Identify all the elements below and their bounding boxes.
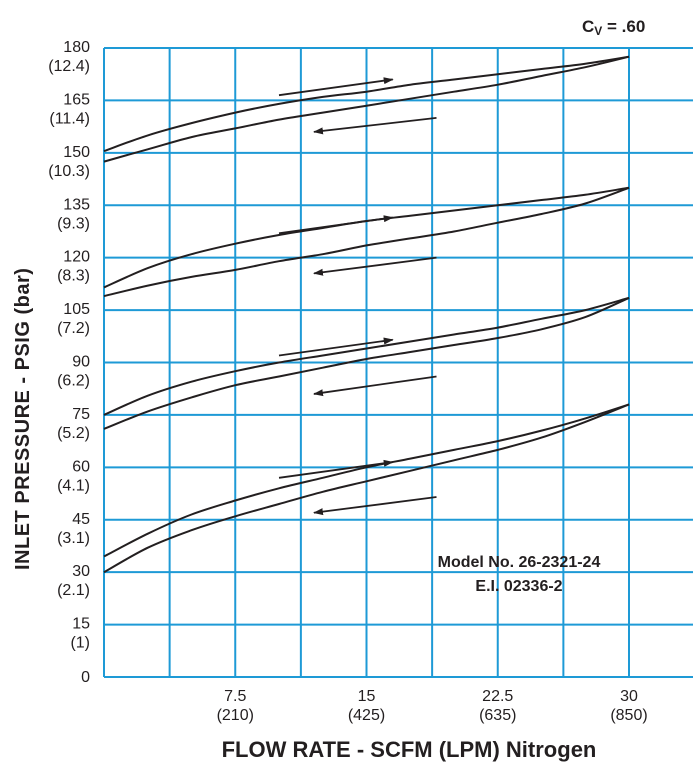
pressure-curve-6 bbox=[103, 186, 630, 298]
x-tick-label: 30 bbox=[620, 688, 638, 705]
y-axis-ticks: 0 15 (1) 30 (2.1) 45 (3.1) 60 (4.1) 75 (5.2) 90 (6.2… bbox=[48, 39, 90, 686]
y-tick-sublabel: (9.3) bbox=[57, 215, 90, 232]
grid bbox=[103, 47, 693, 678]
y-tick-sublabel: (7.2) bbox=[57, 320, 90, 337]
y-tick-label: 165 bbox=[63, 91, 90, 108]
y-axis-title: INLET PRESSURE - PSIG (bar) bbox=[12, 268, 34, 570]
ei-number: E.I. 02336-2 bbox=[475, 578, 562, 595]
y-tick-label: 15 bbox=[72, 616, 90, 633]
y-tick-sublabel: (8.3) bbox=[57, 268, 90, 285]
x-tick-label: 15 bbox=[358, 688, 376, 705]
arrow-increasing bbox=[278, 337, 394, 357]
y-tick-sublabel: (6.2) bbox=[57, 373, 90, 390]
cv-letter: C bbox=[582, 17, 594, 36]
y-tick-label: 90 bbox=[72, 354, 90, 371]
arrow-decreasing bbox=[313, 496, 437, 516]
pressure-curve-1 bbox=[103, 403, 630, 558]
pressure-curve-7 bbox=[103, 55, 630, 153]
y-tick-label: 120 bbox=[63, 249, 90, 266]
arrow-increasing bbox=[278, 215, 394, 235]
x-tick-label: 7.5 bbox=[224, 688, 246, 705]
x-axis-ticks: 7.5 (210) 15 (425) 22.5 (635) 30 (850) bbox=[217, 688, 648, 724]
y-tick-label: 45 bbox=[72, 511, 90, 528]
cv-value: = .60 bbox=[602, 17, 645, 36]
y-tick-label: 75 bbox=[72, 406, 90, 423]
y-tick-sublabel: (1) bbox=[70, 635, 90, 652]
y-tick-sublabel: (11.4) bbox=[49, 110, 90, 127]
x-tick-label: 22.5 bbox=[482, 688, 513, 705]
y-tick-sublabel: (12.4) bbox=[48, 58, 90, 75]
arrow-decreasing bbox=[313, 256, 437, 276]
cv-annotation: CV = .60 bbox=[582, 17, 645, 38]
y-tick-label: 30 bbox=[72, 563, 90, 580]
x-axis-title: FLOW RATE - SCFM (LPM) Nitrogen bbox=[222, 737, 597, 762]
direction-arrows bbox=[278, 77, 437, 516]
arrow-decreasing bbox=[313, 375, 437, 397]
arrow-increasing bbox=[278, 77, 394, 97]
y-tick-sublabel: (2.1) bbox=[57, 582, 90, 599]
cv-subscript: V bbox=[594, 24, 602, 38]
y-tick-label: 150 bbox=[63, 144, 90, 161]
y-tick-sublabel: (4.1) bbox=[57, 477, 90, 494]
y-tick-label: 60 bbox=[72, 458, 90, 475]
model-number: Model No. 26-2321-24 bbox=[438, 554, 601, 571]
y-tick-label: 180 bbox=[63, 39, 90, 56]
pressure-curve-8 bbox=[103, 55, 630, 163]
x-tick-sublabel: (850) bbox=[610, 707, 647, 724]
pressure-curve-3 bbox=[103, 296, 630, 416]
y-tick-sublabel: (5.2) bbox=[57, 425, 90, 442]
pressure-curve-2 bbox=[103, 403, 630, 574]
y-tick-sublabel: (3.1) bbox=[57, 530, 90, 547]
x-tick-sublabel: (635) bbox=[479, 707, 516, 724]
arrow-increasing bbox=[278, 459, 394, 479]
pressure-curve-4 bbox=[103, 296, 630, 430]
y-tick-sublabel: (10.3) bbox=[48, 163, 90, 180]
arrow-decreasing bbox=[313, 116, 437, 135]
y-tick-label: 135 bbox=[63, 196, 90, 213]
y-tick-label: 0 bbox=[81, 669, 90, 686]
y-tick-label: 105 bbox=[63, 301, 90, 318]
x-tick-sublabel: (210) bbox=[217, 707, 254, 724]
x-tick-sublabel: (425) bbox=[348, 707, 385, 724]
